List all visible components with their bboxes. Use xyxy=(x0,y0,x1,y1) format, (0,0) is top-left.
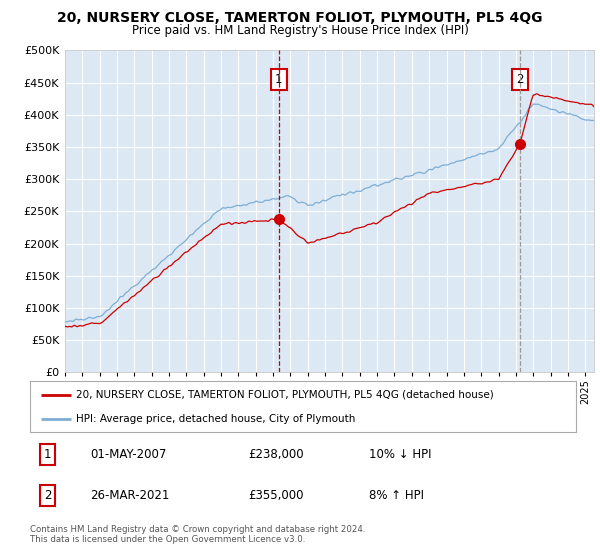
Text: 26-MAR-2021: 26-MAR-2021 xyxy=(90,489,169,502)
Text: £355,000: £355,000 xyxy=(248,489,304,502)
Text: 01-MAY-2007: 01-MAY-2007 xyxy=(90,448,166,461)
Text: 20, NURSERY CLOSE, TAMERTON FOLIOT, PLYMOUTH, PL5 4QG (detached house): 20, NURSERY CLOSE, TAMERTON FOLIOT, PLYM… xyxy=(76,390,494,400)
Text: HPI: Average price, detached house, City of Plymouth: HPI: Average price, detached house, City… xyxy=(76,414,356,424)
Text: £238,000: £238,000 xyxy=(248,448,304,461)
Text: 2: 2 xyxy=(44,489,51,502)
Text: 8% ↑ HPI: 8% ↑ HPI xyxy=(368,489,424,502)
Text: 20, NURSERY CLOSE, TAMERTON FOLIOT, PLYMOUTH, PL5 4QG: 20, NURSERY CLOSE, TAMERTON FOLIOT, PLYM… xyxy=(57,11,543,25)
Text: Contains HM Land Registry data © Crown copyright and database right 2024.: Contains HM Land Registry data © Crown c… xyxy=(30,525,365,534)
Text: 1: 1 xyxy=(44,448,51,461)
Text: 1: 1 xyxy=(275,73,283,86)
Text: Price paid vs. HM Land Registry's House Price Index (HPI): Price paid vs. HM Land Registry's House … xyxy=(131,24,469,37)
Text: This data is licensed under the Open Government Licence v3.0.: This data is licensed under the Open Gov… xyxy=(30,535,305,544)
Text: 2: 2 xyxy=(516,73,524,86)
Text: 10% ↓ HPI: 10% ↓ HPI xyxy=(368,448,431,461)
